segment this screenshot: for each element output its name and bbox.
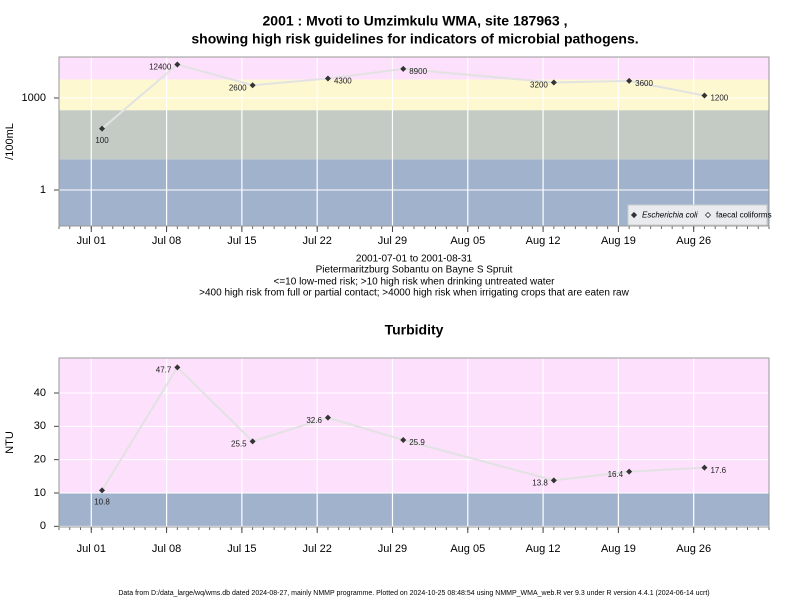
- data-label: 100: [95, 136, 109, 145]
- y-tick-label: 1: [40, 184, 46, 196]
- x-tick-label: Jul 08: [152, 543, 181, 555]
- y-tick-label: 0: [40, 520, 46, 532]
- data-label: 3600: [635, 79, 653, 88]
- x-tick-label: Aug 05: [450, 235, 485, 247]
- plot-frame: [58, 357, 770, 528]
- y-axis-label: /100mL: [4, 123, 16, 160]
- legend-box: [627, 204, 768, 226]
- chart-title: Turbidity: [385, 322, 444, 338]
- data-label: 4300: [334, 77, 352, 86]
- note: <=10 low-med risk; >10 high risk when dr…: [274, 277, 556, 288]
- x-tick-label: Jul 08: [152, 235, 181, 247]
- x-tick-label: Jul 22: [303, 543, 332, 555]
- risk-band: [59, 110, 769, 160]
- legend-marker: [704, 211, 712, 219]
- data-label: 8900: [409, 67, 427, 76]
- y-tick-label: 10: [34, 487, 46, 499]
- data-label: 10.8: [94, 497, 110, 506]
- x-tick-label: Jul 01: [77, 543, 106, 555]
- data-label: 13.8: [532, 478, 548, 487]
- plot-frame: [58, 56, 770, 227]
- data-label: 47.7: [156, 365, 172, 374]
- series-line: [101, 365, 705, 491]
- data-point: [400, 437, 407, 443]
- legend-marker: [630, 211, 638, 219]
- series-line: [101, 63, 705, 130]
- chart-subtitle: showing high risk guidelines for indicat…: [191, 31, 638, 47]
- x-tick-label: Jul 15: [227, 543, 256, 555]
- data-label: 16.4: [608, 470, 624, 479]
- data-point: [174, 364, 181, 371]
- x-tick-label: Aug 26: [676, 543, 711, 555]
- note: >400 high risk from full or partial cont…: [199, 288, 629, 299]
- x-tick-label: Aug 26: [676, 235, 711, 247]
- data-label: 1200: [710, 94, 728, 103]
- y-tick-label: 1000: [22, 92, 46, 104]
- x-tick-label: Jul 15: [227, 235, 256, 247]
- footer: Data from D:/data_large/wq/wms.db dated …: [118, 590, 709, 597]
- data-point: [174, 61, 181, 68]
- data-point: [550, 79, 557, 86]
- x-tick-label: Jul 29: [378, 543, 407, 555]
- data-point: [249, 438, 256, 445]
- legend-label: faecal coliforms: [716, 211, 772, 220]
- risk-band: [59, 493, 769, 527]
- data-point: [626, 468, 633, 475]
- data-label: 2600: [229, 83, 247, 92]
- data-point: [324, 75, 331, 82]
- y-tick-label: 20: [34, 454, 46, 466]
- data-label: 25.9: [409, 438, 425, 447]
- data-point: [701, 92, 708, 99]
- x-tick-label: Aug 19: [601, 543, 636, 555]
- x-tick-label: Aug 12: [526, 543, 561, 555]
- data-point: [626, 77, 633, 84]
- y-tick-label: 40: [34, 387, 46, 399]
- data-point: [324, 414, 331, 421]
- x-tick-label: Aug 05: [450, 543, 485, 555]
- data-label: 25.5: [231, 439, 247, 448]
- data-point: [400, 65, 407, 72]
- data-label: 17.6: [710, 466, 726, 475]
- x-tick-label: Jul 29: [378, 235, 407, 247]
- data-label: 3200: [530, 81, 548, 90]
- data-point: [550, 477, 557, 484]
- data-point: [701, 464, 708, 471]
- y-axis-label: NTU: [4, 431, 16, 454]
- data-label: 32.6: [306, 416, 322, 425]
- x-tick-label: Jul 01: [77, 235, 106, 247]
- y-tick-label: 30: [34, 420, 46, 432]
- note: 2001-07-01 to 2001-08-31: [356, 254, 473, 265]
- x-tick-label: Aug 12: [526, 235, 561, 247]
- risk-band: [59, 79, 769, 111]
- data-label: 12400: [149, 63, 172, 72]
- note: Pietermaritzburg Sobantu on Bayne S Spru…: [316, 265, 513, 276]
- x-tick-label: Jul 22: [303, 235, 332, 247]
- data-point: [249, 82, 256, 89]
- risk-band: [59, 57, 769, 80]
- legend-label: Escherichia coli: [642, 211, 698, 220]
- data-point: [99, 487, 106, 494]
- risk-band: [59, 358, 769, 493]
- data-point: [99, 125, 106, 132]
- chart-title: 2001 : Mvoti to Umzimkulu WMA, site 1879…: [263, 13, 568, 29]
- x-tick-label: Aug 19: [601, 235, 636, 247]
